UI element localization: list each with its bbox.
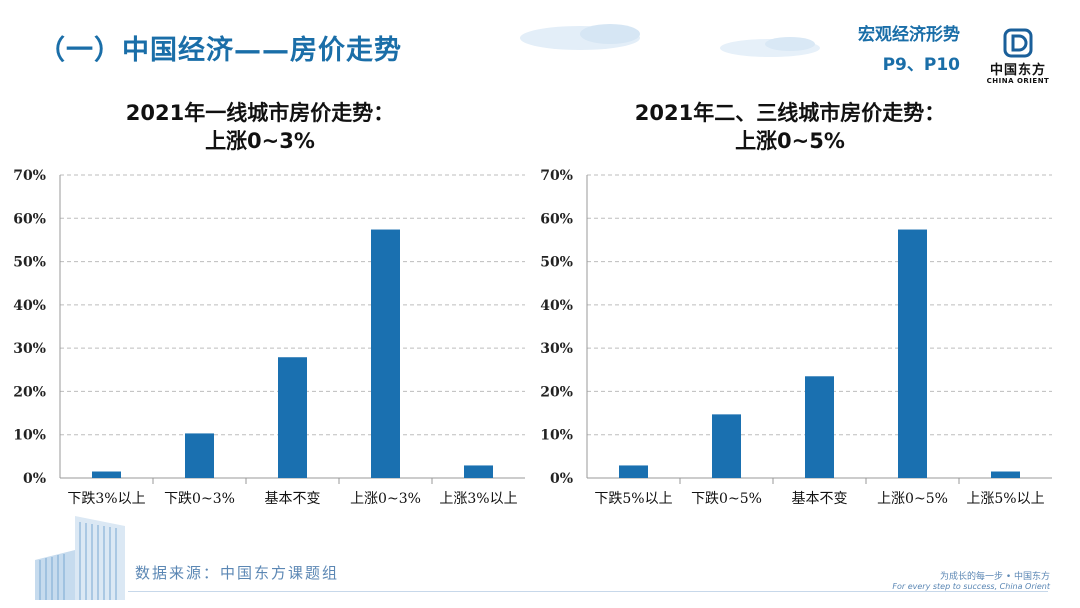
tier1-category-label: 基本不变 (265, 490, 321, 507)
tier23-bar (991, 471, 1020, 478)
footer-divider (128, 591, 1048, 592)
tier1-bar (278, 357, 307, 478)
china-orient-logo: 中国东方 CHINA ORIENT (978, 28, 1058, 85)
bar-chart-tier1: 0% 10% 20% 30% 40% 50% 60% 70% 下跌3%以上 下跌0~3% 基本不变 上… (13, 168, 525, 507)
tier1-bar (185, 433, 214, 478)
tier23-bar (805, 376, 834, 478)
tier1-y-tick-label: 50% (13, 255, 46, 271)
tier1-y-tick-label: 40% (13, 298, 46, 314)
page-title: （一）中国经济——房价走势 (38, 35, 402, 66)
chart-title-tier1-line2: 上涨0~3% (205, 129, 315, 153)
tier23-category-label: 下跌5%以上 (594, 491, 672, 507)
building-decoration (35, 516, 125, 600)
tier23-bar (619, 465, 648, 478)
data-source: 数据来源：中国东方课题组 (135, 564, 340, 582)
section-tag-line2: P9、P10 (882, 55, 960, 75)
tier23-y-tick-label: 20% (540, 384, 573, 400)
tier1-y-tick-label: 20% (13, 384, 46, 400)
tier23-bar (712, 414, 741, 478)
tier23-y-tick-label: 50% (540, 255, 573, 271)
tier1-y-tick-label: 10% (13, 428, 46, 444)
tier1-category-label: 上涨3%以上 (439, 491, 517, 507)
china-orient-logo-icon (1003, 28, 1033, 58)
tier23-category-label: 下跌0~5% (691, 491, 762, 507)
chart-title-tier23-line2: 上涨0~5% (735, 129, 845, 153)
tier1-y-tick-label: 70% (13, 168, 46, 184)
tier23-bar (898, 229, 927, 478)
logo-text-cn: 中国东方 (989, 63, 1046, 78)
tier1-bar (371, 229, 400, 478)
bar-chart-tier23: 0% 10% 20% 30% 40% 50% 60% 70% 下跌5%以上 下跌0~5% 基本不变 上… (540, 168, 1052, 507)
tier1-bar (464, 465, 493, 478)
tier23-y-tick-label: 70% (540, 168, 573, 184)
chart-title-tier23: 2021年二、三线城市房价走势： 上涨0~5% (530, 99, 1050, 155)
tier23-y-tick-label: 60% (540, 211, 573, 227)
slogan-en: For every step to success, China Orient (892, 582, 1050, 591)
tier1-y-tick-label: 30% (13, 341, 46, 357)
cloud-decoration (520, 24, 820, 57)
chart-title-tier1-line1: 2021年一线城市房价走势： (125, 101, 395, 125)
chart-title-tier1: 2021年一线城市房价走势： 上涨0~3% (0, 99, 520, 155)
tier1-bar (92, 471, 121, 478)
tier1-y-tick-label: 60% (13, 211, 46, 227)
tier23-category-label: 基本不变 (792, 490, 848, 507)
chart-title-tier23-line1: 2021年二、三线城市房价走势： (634, 101, 946, 125)
tier23-y-tick-label: 40% (540, 298, 573, 314)
tier23-y-tick-label: 30% (540, 341, 573, 357)
tier23-category-label: 上涨5%以上 (966, 491, 1044, 507)
tier1-category-label: 下跌3%以上 (67, 491, 145, 507)
tier23-y-tick-label: 10% (540, 428, 573, 444)
tier1-category-label: 下跌0~3% (164, 491, 235, 507)
tier23-y-tick-label: 0% (550, 471, 573, 487)
tier23-category-label: 上涨0~5% (877, 491, 948, 507)
slogan-cn: 为成长的每一步 • 中国东方 (939, 572, 1050, 582)
section-tag: 宏观经济形势 P9、P10 (858, 20, 960, 80)
tier1-y-tick-label: 0% (23, 471, 46, 487)
section-tag-line1: 宏观经济形势 (858, 25, 960, 45)
logo-text-en: CHINA ORIENT (986, 77, 1050, 85)
tier1-category-label: 上涨0~3% (350, 491, 421, 507)
